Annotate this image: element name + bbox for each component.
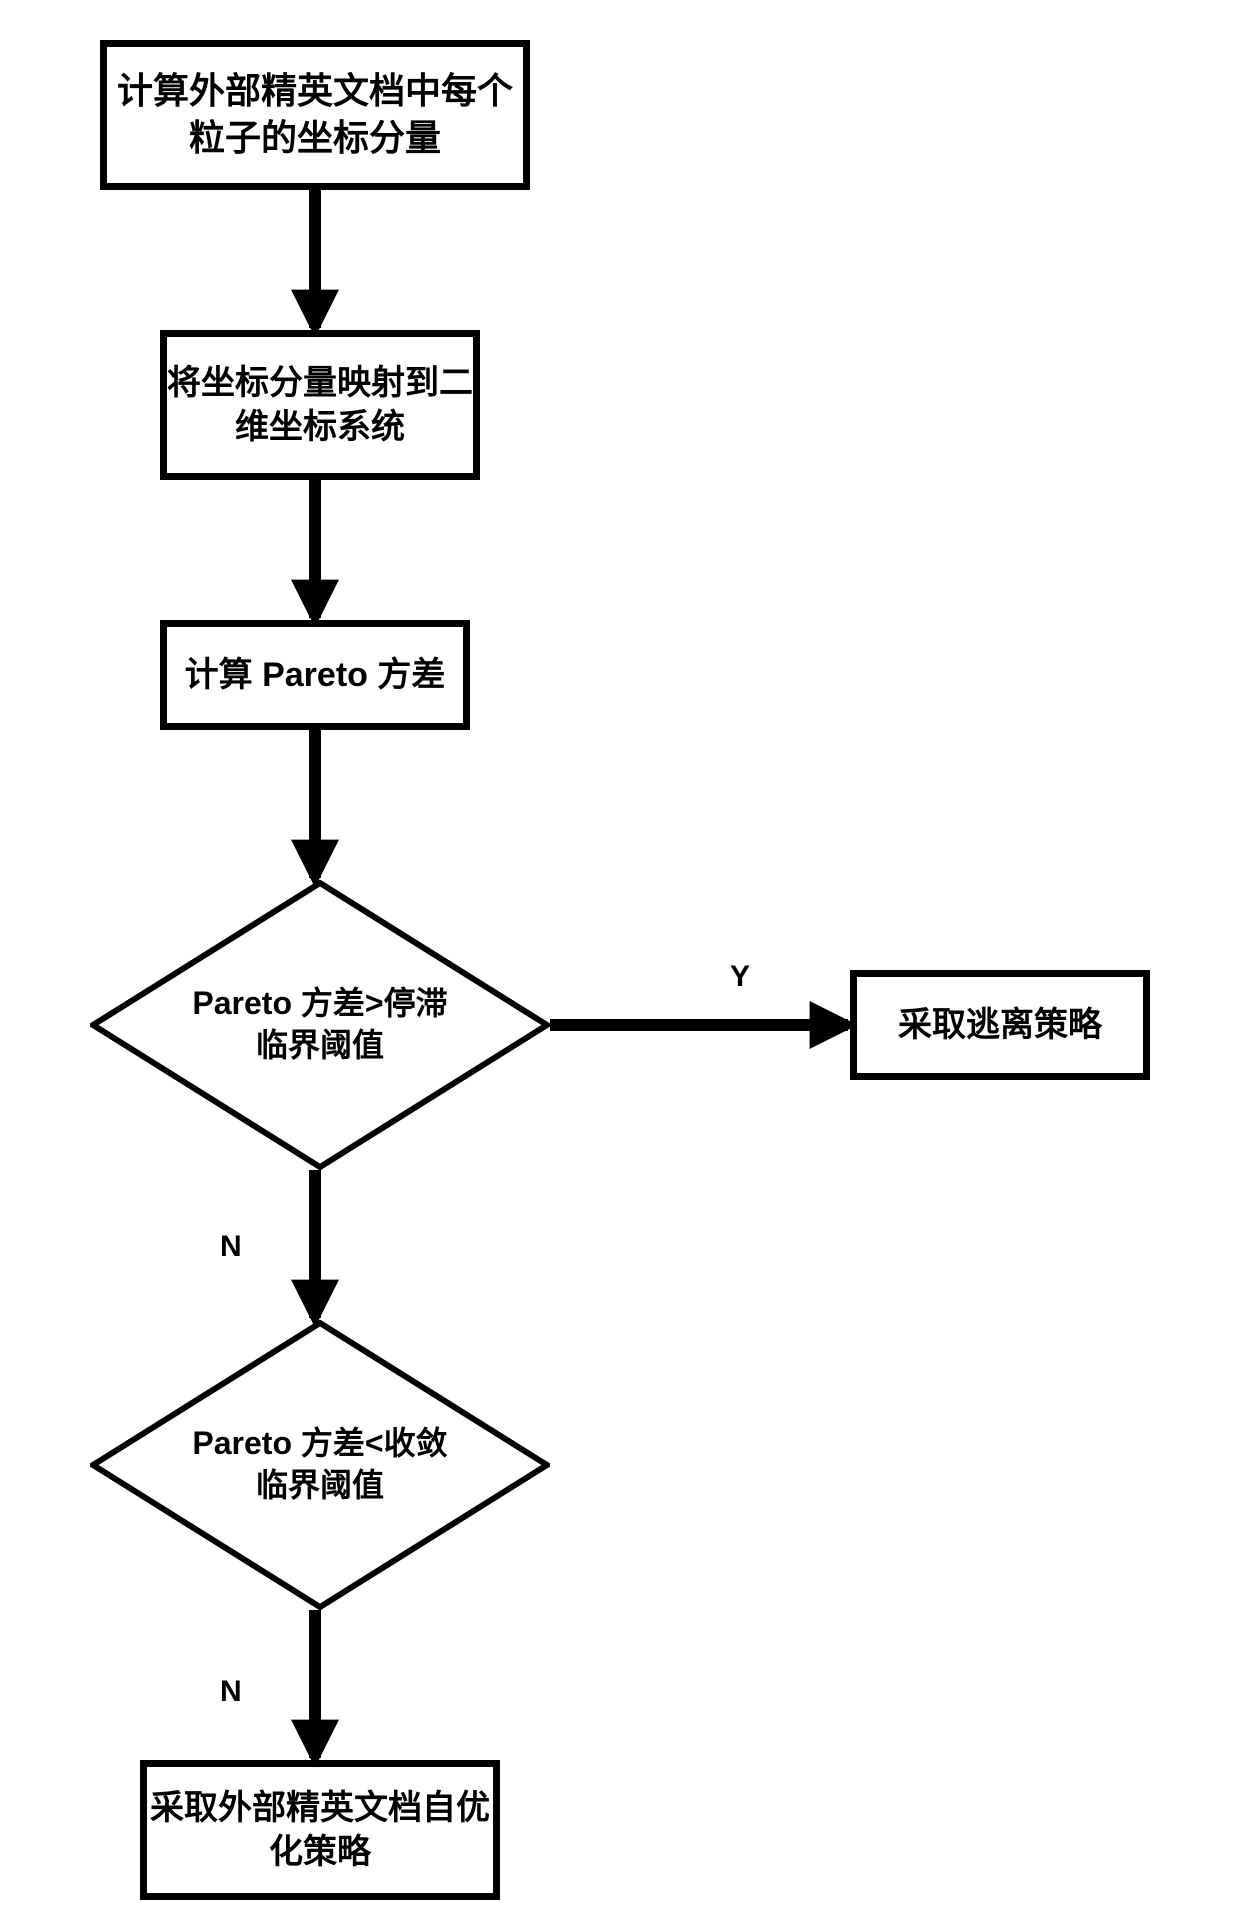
node-label: Pareto 方差<收敛临界阈值 xyxy=(182,1423,458,1506)
edge-label-n2: N xyxy=(220,1675,242,1709)
decision-var-gt-threshold: Pareto 方差>停滞临界阈值 xyxy=(90,880,550,1170)
node-label: Pareto 方差>停滞临界阈值 xyxy=(182,983,458,1066)
node-escape-strategy: 采取逃离策略 xyxy=(850,970,1150,1080)
node-label: 将坐标分量映射到二维坐标系统 xyxy=(167,361,473,449)
node-label: 采取逃离策略 xyxy=(898,1003,1102,1047)
flowchart-container: 计算外部精英文档中每个粒子的坐标分量 将坐标分量映射到二维坐标系统 计算 Par… xyxy=(0,0,1240,1932)
decision-var-lt-threshold: Pareto 方差<收敛临界阈值 xyxy=(90,1320,550,1610)
node-calc-pareto-var: 计算 Pareto 方差 xyxy=(160,620,470,730)
node-compute-coords: 计算外部精英文档中每个粒子的坐标分量 xyxy=(100,40,530,190)
node-map-2d: 将坐标分量映射到二维坐标系统 xyxy=(160,330,480,480)
node-label: 计算 Pareto 方差 xyxy=(185,653,446,697)
edge-label-n1: N xyxy=(220,1230,242,1264)
node-label: 采取外部精英文档自优化策略 xyxy=(147,1786,493,1874)
edge-label-y: Y xyxy=(730,960,750,994)
node-label: 计算外部精英文档中每个粒子的坐标分量 xyxy=(107,68,523,162)
node-elite-self-opt: 采取外部精英文档自优化策略 xyxy=(140,1760,500,1900)
